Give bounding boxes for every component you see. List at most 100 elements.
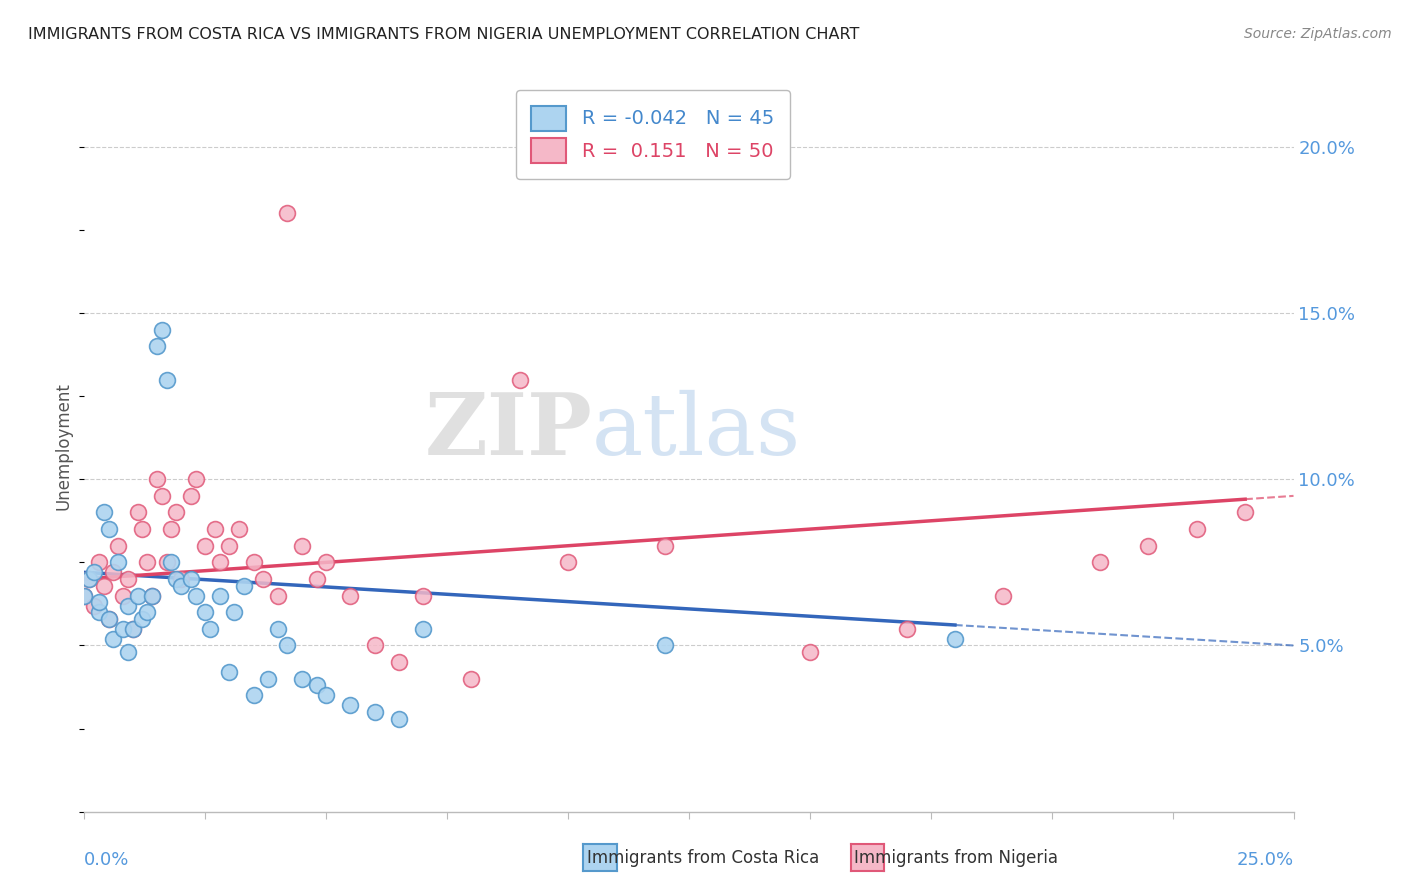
- Text: 0.0%: 0.0%: [84, 851, 129, 869]
- Point: [165, 572, 187, 586]
- Point: [194, 605, 217, 619]
- Point: [388, 655, 411, 669]
- Point: [121, 622, 143, 636]
- Point: [204, 522, 226, 536]
- Point: [117, 599, 139, 613]
- Point: [208, 589, 231, 603]
- Text: 25.0%: 25.0%: [1236, 851, 1294, 869]
- Point: [363, 705, 385, 719]
- Point: [1137, 539, 1160, 553]
- Point: [799, 645, 821, 659]
- Point: [242, 689, 264, 703]
- Text: Source: ZipAtlas.com: Source: ZipAtlas.com: [1244, 27, 1392, 41]
- Point: [87, 605, 110, 619]
- Point: [112, 589, 135, 603]
- Point: [165, 506, 187, 520]
- Text: atlas: atlas: [592, 390, 801, 473]
- Point: [107, 539, 129, 553]
- Point: [146, 472, 169, 486]
- Y-axis label: Unemployment: Unemployment: [55, 382, 73, 510]
- Text: Immigrants from Nigeria: Immigrants from Nigeria: [853, 849, 1059, 867]
- Point: [180, 489, 202, 503]
- Point: [136, 555, 159, 569]
- Point: [228, 522, 250, 536]
- Point: [654, 539, 676, 553]
- Point: [896, 622, 918, 636]
- Point: [339, 589, 361, 603]
- Point: [654, 639, 676, 653]
- Point: [136, 605, 159, 619]
- Point: [121, 622, 143, 636]
- Point: [305, 678, 328, 692]
- Point: [412, 622, 434, 636]
- Point: [1088, 555, 1111, 569]
- Point: [155, 555, 177, 569]
- Text: Immigrants from Costa Rica: Immigrants from Costa Rica: [586, 849, 820, 867]
- Point: [160, 555, 183, 569]
- Point: [218, 539, 240, 553]
- Point: [73, 589, 96, 603]
- Point: [388, 712, 411, 726]
- Point: [257, 672, 280, 686]
- Point: [993, 589, 1015, 603]
- Point: [218, 665, 240, 679]
- Point: [460, 672, 482, 686]
- Point: [93, 506, 115, 520]
- Point: [180, 572, 202, 586]
- Point: [77, 572, 100, 586]
- Point: [150, 323, 173, 337]
- Point: [242, 555, 264, 569]
- Point: [412, 589, 434, 603]
- Point: [150, 489, 173, 503]
- Point: [83, 566, 105, 580]
- Point: [315, 555, 337, 569]
- Point: [943, 632, 966, 646]
- Point: [117, 572, 139, 586]
- Point: [276, 639, 298, 653]
- Point: [276, 206, 298, 220]
- Point: [87, 555, 110, 569]
- Point: [141, 589, 163, 603]
- Point: [170, 572, 193, 586]
- Point: [184, 589, 207, 603]
- Point: [103, 632, 125, 646]
- Point: [184, 472, 207, 486]
- Point: [233, 579, 256, 593]
- Point: [1185, 522, 1208, 536]
- Point: [267, 589, 290, 603]
- Point: [73, 589, 96, 603]
- Point: [160, 522, 183, 536]
- Point: [252, 572, 274, 586]
- Point: [77, 572, 100, 586]
- Point: [1234, 506, 1257, 520]
- Point: [141, 589, 163, 603]
- Point: [103, 566, 125, 580]
- Point: [97, 612, 120, 626]
- Point: [97, 612, 120, 626]
- Text: ZIP: ZIP: [425, 390, 592, 474]
- Point: [112, 622, 135, 636]
- Point: [107, 555, 129, 569]
- Point: [557, 555, 579, 569]
- Point: [93, 579, 115, 593]
- Point: [87, 595, 110, 609]
- Text: IMMIGRANTS FROM COSTA RICA VS IMMIGRANTS FROM NIGERIA UNEMPLOYMENT CORRELATION C: IMMIGRANTS FROM COSTA RICA VS IMMIGRANTS…: [28, 27, 859, 42]
- Legend: R = -0.042   N = 45, R =  0.151   N = 50: R = -0.042 N = 45, R = 0.151 N = 50: [516, 90, 790, 179]
- Point: [208, 555, 231, 569]
- Point: [155, 372, 177, 386]
- Point: [267, 622, 290, 636]
- Point: [363, 639, 385, 653]
- Point: [194, 539, 217, 553]
- Point: [131, 522, 153, 536]
- Point: [97, 522, 120, 536]
- Point: [305, 572, 328, 586]
- Point: [315, 689, 337, 703]
- Point: [224, 605, 246, 619]
- Point: [170, 579, 193, 593]
- Point: [198, 622, 221, 636]
- Point: [146, 339, 169, 353]
- Point: [117, 645, 139, 659]
- Point: [127, 589, 149, 603]
- Point: [291, 539, 314, 553]
- Point: [127, 506, 149, 520]
